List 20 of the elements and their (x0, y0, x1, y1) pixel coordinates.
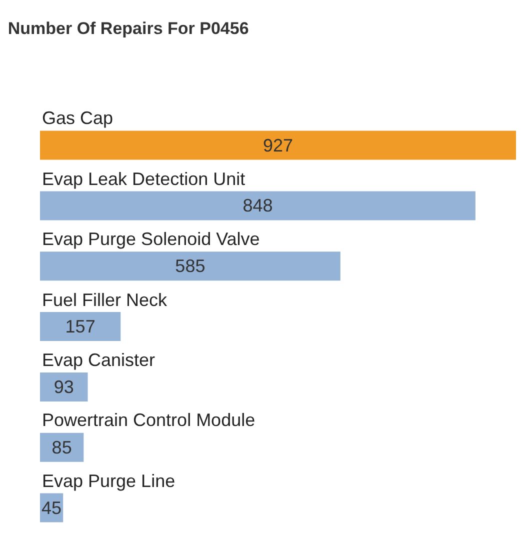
data-label: 585 (175, 256, 206, 276)
bar (40, 252, 340, 281)
y-tick-label: Evap Purge Solenoid Valve (42, 229, 260, 249)
chart-title: Number Of Repairs For P0456 (8, 18, 249, 38)
data-label: 45 (42, 498, 62, 518)
y-tick-label: Evap Leak Detection Unit (42, 169, 246, 189)
y-tick-label: Evap Canister (42, 350, 156, 370)
data-label: 848 (242, 196, 273, 216)
bar (40, 312, 121, 342)
y-tick-label: Evap Purge Line (42, 471, 176, 491)
y-tick-label: Fuel Filler Neck (42, 290, 168, 310)
y-tick-label: Powertrain Control Module (42, 410, 256, 430)
bar (40, 372, 88, 402)
y-tick-label: Gas Cap (42, 108, 114, 128)
data-label: 927 (262, 135, 294, 156)
data-label: 85 (52, 437, 72, 458)
bar (40, 130, 516, 160)
data-label: 157 (65, 316, 96, 337)
data-label: 93 (54, 376, 74, 397)
bar (40, 191, 476, 220)
